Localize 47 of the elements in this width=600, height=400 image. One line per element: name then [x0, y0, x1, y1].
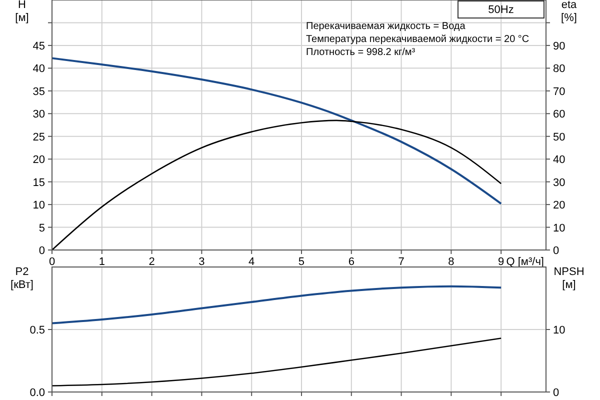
y2-tick-label: 0: [553, 387, 560, 399]
y-axis-title: P2 [кВт]: [10, 266, 34, 291]
x-axis-title: Q [м³/ч]: [506, 256, 544, 268]
y2-tick-label: 80: [553, 63, 566, 76]
y2-tick-label: 70: [553, 86, 566, 98]
y-tick-label: 5: [38, 222, 45, 234]
y2-tick-label: 40: [553, 154, 566, 166]
y2-tick-label: 50: [553, 131, 566, 144]
x-tick-label: 6: [348, 256, 354, 268]
y-tick-label: 10: [32, 200, 45, 212]
y-tick-label: 45: [32, 40, 45, 52]
y2-tick-label: 90: [553, 40, 566, 52]
y2-axis-title: eta [%]: [561, 0, 578, 24]
y2-tick-label: 0: [553, 245, 560, 257]
y-tick-label: 20: [32, 154, 45, 166]
line-series: [51, 120, 502, 251]
y-tick-label: 0: [38, 245, 45, 257]
line-series: [51, 338, 502, 386]
annotation: Плотность = 998.2 кг/м³: [306, 47, 416, 58]
annotation: Перекачиваемая жидкость = Вода: [306, 21, 466, 32]
y2-axis-title: NPSH [м]: [554, 266, 584, 291]
line-series: [51, 285, 502, 324]
x-tick-label: 1: [98, 256, 105, 268]
x-tick-label: 8: [448, 256, 454, 268]
x-tick-label: 9: [498, 256, 504, 268]
y-tick-label: 40: [32, 63, 45, 76]
x-tick-label: 5: [298, 256, 305, 268]
chart-title: 50Hz: [488, 4, 514, 16]
y2-tick-label: 10: [553, 222, 566, 234]
x-tick-label: 3: [198, 256, 205, 268]
y-tick-label: 0.5: [30, 324, 45, 336]
x-tick-label: 0: [48, 256, 56, 268]
y-tick-label: 35: [32, 86, 45, 98]
x-tick-label: 4: [248, 256, 255, 268]
y-tick-label: 25: [32, 131, 45, 144]
x-tick-label: 2: [148, 256, 155, 268]
y-tick-label: 15: [32, 176, 45, 189]
y-tick-label: 0.0: [30, 387, 45, 399]
y2-tick-label: 20: [553, 200, 566, 212]
annotation: Температура перекачиваемой жидкости = 20 °C: [306, 34, 530, 45]
y2-tick-label: 30: [553, 176, 566, 189]
y2-tick-label: 60: [553, 108, 566, 121]
line-series: [51, 57, 502, 205]
x-tick-label: 7: [398, 256, 404, 268]
y2-tick-label: 10: [553, 324, 566, 336]
y-axis-title: H [м]: [15, 0, 29, 24]
y-tick-label: 30: [32, 108, 45, 121]
